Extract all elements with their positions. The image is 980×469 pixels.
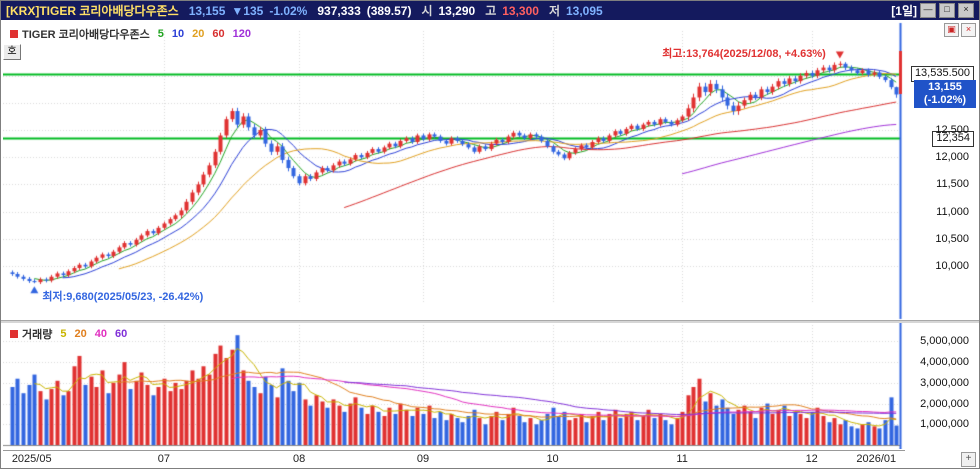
- ma120-label: 120: [232, 28, 251, 40]
- minimize-icon[interactable]: —: [920, 3, 936, 18]
- ma10-label: 10: [171, 28, 185, 40]
- vma20-label: 20: [74, 328, 87, 340]
- ma60-label: 60: [212, 28, 225, 40]
- ma20-label: 20: [192, 28, 205, 40]
- volume-chart-canvas[interactable]: [3, 323, 905, 449]
- time-axis-label: 12: [805, 453, 818, 465]
- series-swatch-icon: [10, 30, 18, 38]
- current-price: 13,155: [188, 3, 226, 18]
- title-bar: [KRX]TIGER 코리아배당다우존스 13,155 ▼ 135 -1.02%…: [1, 1, 979, 20]
- hline-lower-price-label: 12,354: [932, 130, 974, 147]
- current-price-box-percent: (-1.02%): [923, 94, 967, 107]
- volume-legend: 거래량 5 20 40 60: [10, 326, 127, 342]
- price-legend: TIGER 코리아배당다우존스 5 10 20 60 120: [10, 26, 251, 42]
- time-axis-label: 11: [676, 453, 688, 465]
- period-low-annotation: 최저:9,680(2025/05/23, -26.42%): [42, 291, 204, 304]
- volume-axis-label: 5,000,000: [920, 335, 969, 348]
- low-label: 저: [548, 4, 560, 18]
- vma40-label: 40: [94, 328, 107, 340]
- current-price-box: 13,155 (-1.02%): [914, 80, 976, 109]
- high-label: 고: [485, 4, 497, 18]
- chart-area: TIGER 코리아배당다우존스 5 10 20 60 120 거래량 5 20 …: [1, 20, 979, 468]
- legend-symbol: TIGER 코리아배당다우존스: [10, 26, 150, 42]
- symbol-title: [KRX]TIGER 코리아배당다우존스: [6, 4, 179, 18]
- high-value: 13,300: [502, 3, 539, 18]
- vma5-label: 5: [60, 328, 67, 340]
- maximize-icon[interactable]: □: [939, 3, 955, 18]
- vma60-label: 60: [115, 328, 128, 340]
- price-axis-label: 12,000: [935, 151, 969, 164]
- panel-splitter[interactable]: [1, 320, 979, 323]
- chart-window-controls: ▣ ×: [944, 23, 976, 37]
- low-value: 13,095: [566, 3, 603, 18]
- current-price-box-value: 13,155: [928, 81, 962, 94]
- axis-zoom-button[interactable]: +: [961, 452, 976, 467]
- volume-value: 937,333: [317, 3, 361, 18]
- volume-axis-label: 3,000,000: [920, 376, 969, 389]
- time-axis-label: 2025/05: [11, 453, 52, 465]
- price-axis-label: 12,500: [935, 124, 969, 137]
- ma5-label: 5: [157, 28, 164, 40]
- hoga-button[interactable]: 호: [3, 44, 21, 60]
- change-value: 135: [243, 3, 264, 18]
- time-axis-label: 10: [546, 453, 559, 465]
- volume-swatch-icon: [10, 330, 18, 338]
- volume-legend-title: 거래량: [10, 326, 52, 342]
- time-axis-label: 09: [416, 453, 430, 465]
- change-arrow-icon: ▼: [231, 3, 244, 18]
- price-axis-label: 10,500: [935, 232, 969, 245]
- time-axis[interactable]: 2025/05 07 08 09 10 11 12 2026/01: [3, 450, 905, 468]
- chart-close-icon[interactable]: ×: [961, 23, 976, 37]
- close-icon[interactable]: ×: [958, 3, 974, 18]
- period-high-annotation: 최고:13,764(2025/12/08, +4.63%): [662, 48, 826, 61]
- volume-axis-label: 2,000,000: [920, 397, 969, 410]
- price-chart-canvas[interactable]: [3, 21, 905, 321]
- price-axis-label: 10,000: [935, 259, 969, 272]
- open-value: 13,290: [438, 3, 476, 18]
- chart-popup-icon[interactable]: ▣: [944, 23, 959, 37]
- period-badge[interactable]: [1일]: [891, 4, 917, 18]
- legend-symbol-label: TIGER 코리아배당다우존스: [22, 29, 150, 41]
- price-axis-label: 11,000: [936, 205, 969, 218]
- time-axis-label: 08: [292, 453, 306, 465]
- change-percent: -1.02%: [269, 3, 308, 18]
- trade-value: (389.57): [366, 3, 412, 18]
- price-axis[interactable]: 13,535.500 13,155 (-1.02%) 12,354 12,500…: [906, 20, 977, 467]
- price-axis-label: 11,500: [936, 178, 969, 191]
- time-axis-label: 07: [157, 453, 171, 465]
- volume-axis-label: 4,000,000: [920, 356, 969, 369]
- time-axis-label: 2026/01: [856, 453, 897, 465]
- open-label: 시: [421, 4, 433, 18]
- volume-legend-label: 거래량: [22, 329, 53, 341]
- volume-axis-label: 1,000,000: [920, 418, 969, 431]
- hline-upper-price-label: 13,535.500: [910, 65, 974, 82]
